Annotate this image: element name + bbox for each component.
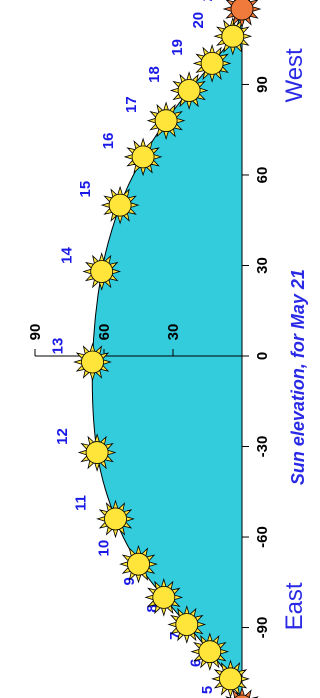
y-tick-label: 90 bbox=[27, 324, 44, 341]
sun-marker bbox=[146, 101, 186, 141]
sun-marker bbox=[211, 659, 250, 698]
hour-label: 6 bbox=[188, 659, 205, 667]
hour-label: 12 bbox=[54, 428, 71, 445]
hour-label: 11 bbox=[73, 495, 90, 511]
sun-marker bbox=[123, 137, 163, 177]
hour-label: 21 bbox=[199, 0, 216, 1]
sun-marker bbox=[213, 16, 253, 56]
sun-marker bbox=[225, 686, 259, 698]
x-tick-label: -60 bbox=[254, 526, 271, 548]
sun-marker bbox=[100, 185, 140, 225]
plot-area: -90 -60 -30 0 30 60 90 East West Sun elevation, f… bbox=[27, 0, 308, 698]
hour-label: 18 bbox=[146, 66, 163, 83]
hour-label: 17 bbox=[123, 96, 140, 113]
sun-marker bbox=[192, 44, 232, 83]
x-tick-label: 30 bbox=[254, 257, 271, 274]
hour-label: 14 bbox=[59, 247, 76, 264]
hour-label: 10 bbox=[96, 540, 113, 557]
sun-marker bbox=[167, 605, 207, 644]
hour-label: 8 bbox=[144, 604, 161, 612]
hour-label: 7 bbox=[167, 631, 184, 639]
y-tick-label: 30 bbox=[165, 324, 182, 341]
sun-marker bbox=[144, 578, 184, 617]
sun-marker bbox=[96, 499, 135, 539]
hour-label: 9 bbox=[121, 577, 138, 585]
sun-marker bbox=[169, 71, 209, 110]
sun-marker bbox=[73, 342, 112, 382]
sun-marker bbox=[222, 0, 262, 29]
elevation-area bbox=[92, 9, 242, 698]
hour-label: 13 bbox=[50, 338, 67, 355]
sun-marker bbox=[77, 433, 117, 472]
hour-label: 5 bbox=[199, 686, 216, 694]
x-tick-label: 90 bbox=[254, 76, 271, 93]
y-tick-label: 60 bbox=[96, 324, 113, 341]
east-label: East bbox=[281, 582, 308, 630]
chart-title: Sun elevation, for May 21 bbox=[288, 269, 308, 485]
hour-label: 15 bbox=[77, 181, 94, 198]
x-tick-label: 0 bbox=[254, 352, 271, 360]
west-label: West bbox=[281, 48, 308, 103]
hour-label: 20 bbox=[190, 12, 207, 29]
x-tick-label: 60 bbox=[254, 167, 271, 184]
sun-marker bbox=[82, 252, 122, 291]
x-tick-label: -90 bbox=[254, 617, 271, 639]
sun-marker bbox=[190, 632, 230, 672]
hour-label: 19 bbox=[169, 39, 186, 56]
x-tick-label: -30 bbox=[254, 436, 271, 458]
hour-label: 16 bbox=[100, 133, 117, 150]
sun-marker bbox=[119, 544, 158, 584]
